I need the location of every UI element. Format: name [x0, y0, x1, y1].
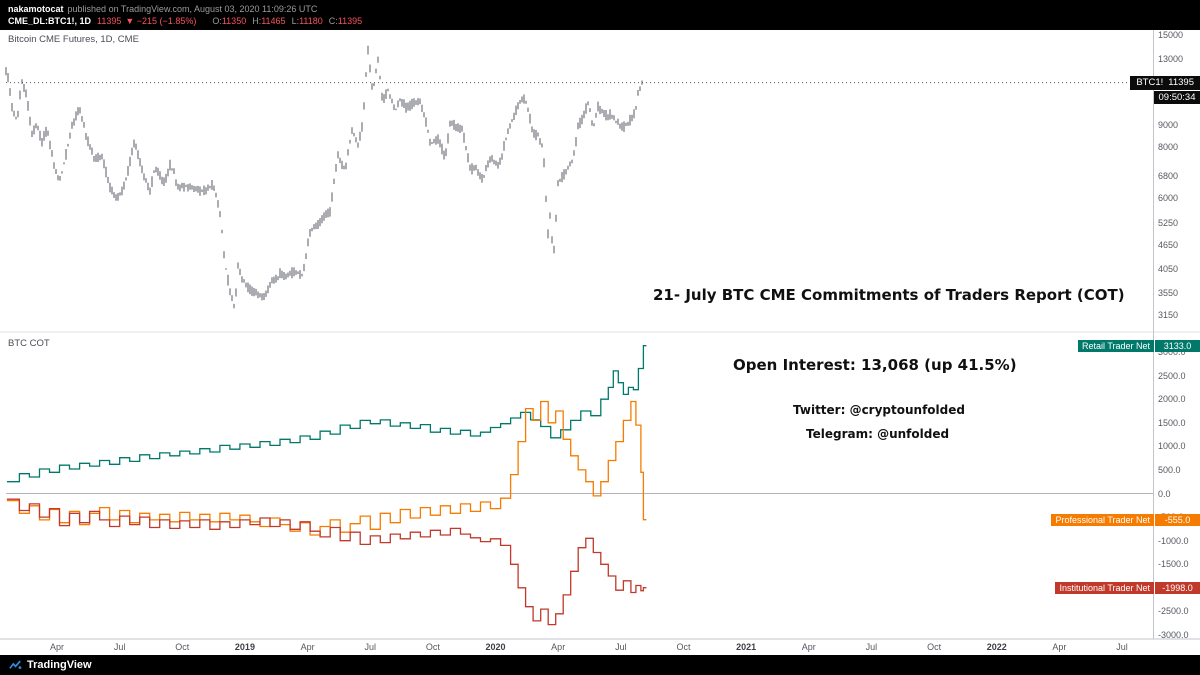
last-price: 11395	[97, 16, 122, 26]
price-tick-label: 8000	[1158, 141, 1179, 152]
retail-net-badge: Retail Trader Net 3133.0	[1077, 339, 1200, 352]
price-change: ▼ −215 (−1.85%)	[125, 16, 197, 26]
cot-tick-label: 2500.0	[1158, 370, 1186, 381]
brand-name[interactable]: TradingView	[27, 659, 92, 671]
price-tick-label: 9000	[1158, 120, 1179, 131]
cot-tick-label: 500.0	[1158, 464, 1181, 475]
time-axis-label: Apr	[801, 642, 816, 652]
cot-tick-label: 1000.0	[1158, 441, 1186, 452]
price-tick-label: 4050	[1158, 264, 1179, 275]
cot-tick-label: -1500.0	[1158, 559, 1189, 570]
time-axis-label: 2022	[986, 642, 1007, 652]
badge-symbol: BTC1!	[1136, 77, 1164, 89]
institutional-net-label: Institutional Trader Net	[1055, 581, 1154, 594]
high-label: H:	[252, 16, 262, 26]
time-axis-label: Apr	[551, 642, 566, 652]
cot-report-annotation: 21- July BTC CME Commitments of Traders …	[653, 286, 1125, 304]
price-tick-label: 4650	[1158, 239, 1179, 250]
close-label: C:	[328, 16, 338, 26]
institutional-net-value: -1998.0	[1155, 581, 1200, 594]
retail-net-value: 3133.0	[1155, 339, 1200, 352]
open-value: 11350	[221, 16, 247, 26]
tradingview-logo-icon[interactable]	[8, 658, 22, 672]
professional-net-label: Professional Trader Net	[1051, 513, 1154, 526]
low-value: 11180	[299, 16, 323, 26]
cot-tick-label: 2000.0	[1158, 394, 1186, 405]
high-value: 11465	[261, 16, 286, 26]
time-axis-label: Oct	[927, 642, 942, 652]
publish-line: nakamotocat published on TradingView.com,…	[8, 3, 1200, 15]
cot-tick-label: 3000.0	[1158, 347, 1186, 357]
bar-countdown-badge: 09:50:34	[1154, 90, 1200, 104]
time-axis-label: Jul	[865, 642, 878, 652]
cot-tick-label: 1500.0	[1158, 417, 1186, 428]
time-axis-label: Apr	[49, 642, 65, 652]
badge-price: 11395	[1168, 77, 1194, 89]
publish-header-bar: nakamotocat published on TradingView.com,…	[0, 0, 1200, 30]
chart-area[interactable]: Bitcoin CME Futures, 1D, CME BTC COT 21-…	[0, 30, 1200, 655]
professional-net-badge: Professional Trader Net -555.0	[1051, 513, 1200, 526]
price-tick-label: 13000	[1158, 53, 1184, 64]
cot-tick-label: -2500.0	[1158, 606, 1189, 617]
cot-tick-label: -1000.0	[1158, 535, 1189, 546]
time-axis-label: Apr	[1052, 642, 1067, 652]
professional-net-value: -555.0	[1155, 513, 1200, 526]
open-interest-annotation: Open Interest: 13,068 (up 41.5%)	[733, 356, 1017, 374]
last-price-badge: BTC1! 11395	[1130, 75, 1200, 90]
time-axis-label: 2019	[234, 642, 255, 652]
published-text: published on TradingView.com, August 03,…	[67, 4, 318, 14]
time-axis-label: Jul	[1116, 642, 1128, 652]
close-value: 11395	[337, 16, 363, 26]
time-axis-label: Oct	[175, 642, 190, 652]
price-tick-label: 6800	[1158, 170, 1179, 181]
price-tick-label: 15000	[1158, 30, 1184, 40]
time-axis-label: Oct	[425, 642, 440, 652]
time-axis-label: Jul	[113, 642, 126, 652]
price-tick-label: 3150	[1158, 309, 1179, 320]
symbol-line: CME_DL:BTC1!, 1D 11395 ▼ −215 (−1.85%) O:11…	[8, 15, 1200, 27]
price-tick-label: 3550	[1158, 288, 1179, 299]
low-label: L:	[291, 16, 300, 26]
time-axis-label: Oct	[676, 642, 691, 652]
open-label: O:	[212, 16, 222, 26]
time-axis-label: Jul	[364, 642, 377, 652]
time-axis-label: Jul	[615, 642, 627, 652]
symbol-text: CME_DL:BTC1!, 1D	[8, 16, 92, 26]
time-axis-label: 2020	[485, 642, 506, 652]
retail-net-label: Retail Trader Net	[1077, 339, 1154, 352]
cot-tick-label: 0.0	[1158, 488, 1171, 499]
time-axis-label: Apr	[300, 642, 315, 652]
telegram-annotation: Telegram: @unfolded	[806, 427, 950, 441]
brand-footer-bar: TradingView	[0, 655, 1200, 675]
chart-canvas[interactable]	[0, 30, 1200, 655]
time-axis-label: 2021	[736, 642, 757, 652]
cot-tick-label: -3000.0	[1158, 630, 1189, 640]
cot-pane-title: BTC COT	[8, 338, 50, 349]
price-tick-label: 5250	[1158, 217, 1179, 228]
ohlc-readout: O:11350 H:11465 L:11180 C:11395	[206, 16, 362, 26]
price-pane-title: Bitcoin CME Futures, 1D, CME	[8, 34, 139, 45]
price-tick-label: 6000	[1158, 193, 1179, 204]
publisher-username: nakamotocat	[8, 4, 64, 14]
twitter-annotation: Twitter: @cryptounfolded	[793, 403, 965, 417]
institutional-net-badge: Institutional Trader Net -1998.0	[1055, 581, 1200, 594]
